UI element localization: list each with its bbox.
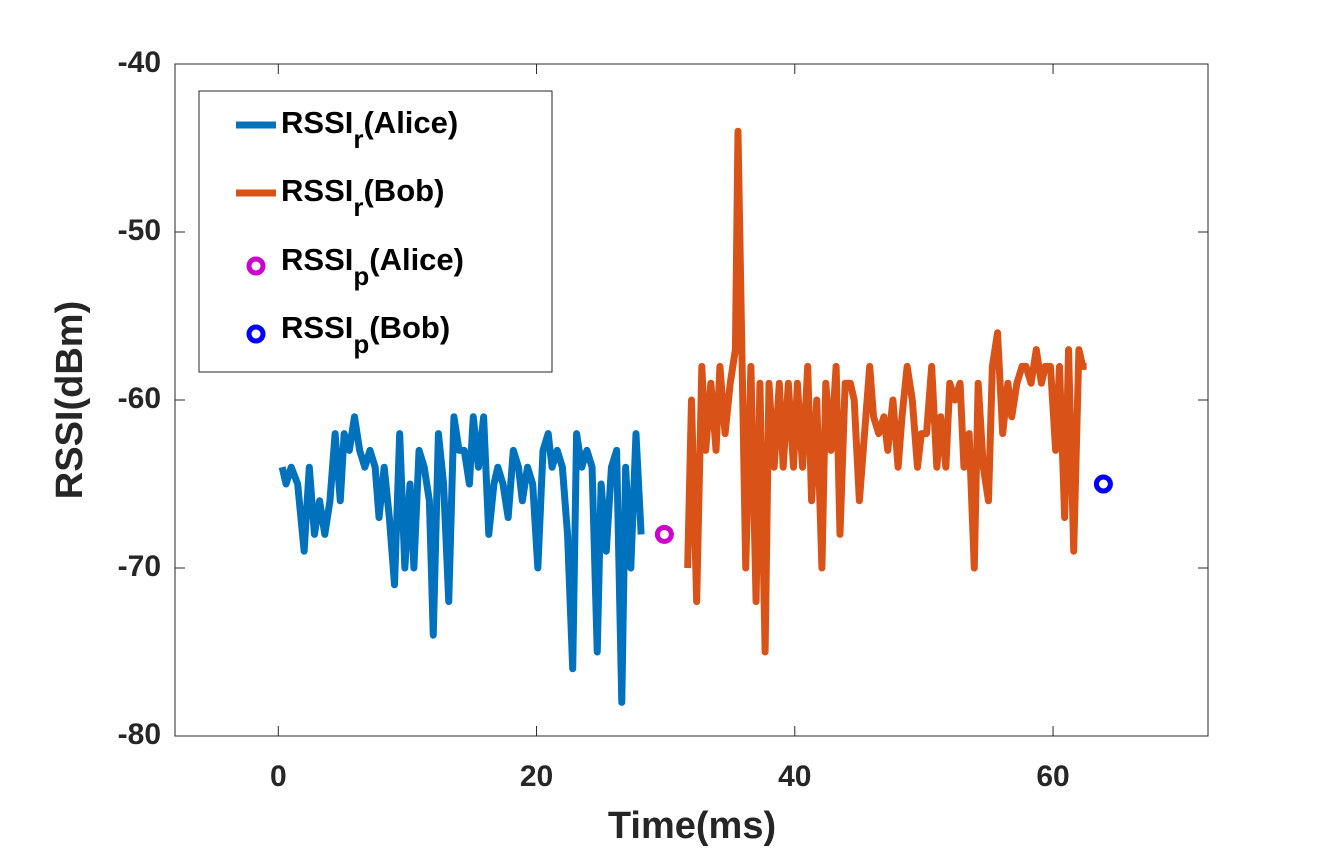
plot-frame — [174, 63, 1209, 737]
legend-label: RSSIp(Alice) — [281, 242, 464, 291]
y-tick-label: -70 — [118, 550, 161, 583]
y-tick-label: -50 — [118, 214, 161, 247]
legend-swatch — [246, 256, 266, 276]
series-line — [684, 127, 1087, 656]
y-tick-label: -60 — [118, 382, 161, 415]
legend-label: RSSIr(Bob) — [281, 173, 444, 222]
x-tick-label: 40 — [778, 760, 811, 793]
legend-label: RSSIr(Alice) — [281, 105, 458, 154]
y-tick-label: -80 — [118, 718, 161, 751]
x-tick-label: 20 — [520, 760, 553, 793]
legend-label: RSSIp(Bob) — [281, 310, 450, 359]
point — [1093, 474, 1113, 494]
x-axis-label: Time(ms) — [608, 805, 776, 847]
y-tick-label: -40 — [118, 46, 161, 79]
point — [654, 524, 674, 544]
y-axis-label: RSSI(dBm) — [49, 301, 91, 499]
x-tick-label: 0 — [270, 760, 287, 793]
series-line — [278, 413, 645, 706]
legend-swatch — [246, 324, 266, 344]
x-tick-label: 60 — [1036, 760, 1069, 793]
